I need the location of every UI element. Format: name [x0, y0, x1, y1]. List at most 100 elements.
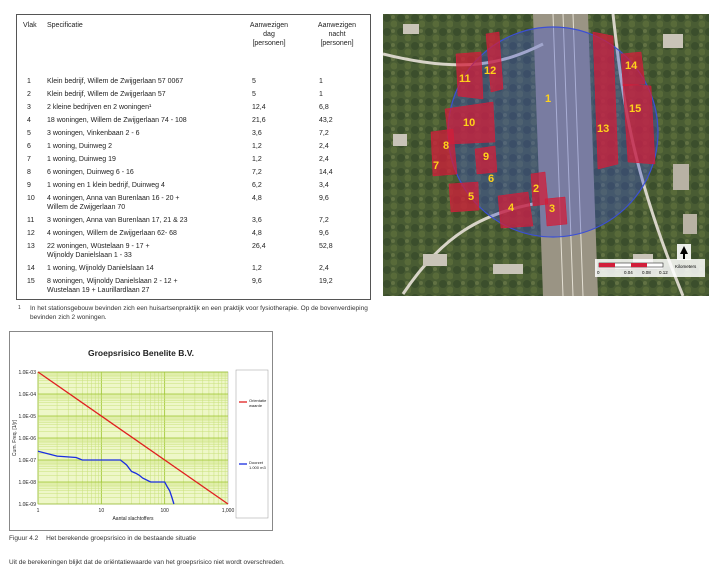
cell-specificatie-line: Wustelaan 19 + Laurillardlaan 27: [47, 287, 150, 294]
area-label-5: 5: [468, 191, 474, 203]
occupancy-table: Vlak Specificatie Aanwezigen dag [person…: [16, 14, 371, 300]
chart-canvas: 1 10 100 1,000 1.0E-03 1.0E-04 1.0E-05 1.0E-06 1…: [12, 348, 269, 522]
cell-nacht: 1: [319, 78, 323, 85]
cell-nacht: 9,6: [319, 230, 329, 237]
cell-specificatie: Klein bedrijf, Willem de Zwijgerlaan 57: [47, 90, 247, 99]
scale-tick-3: 0.12: [659, 270, 668, 275]
area-4: [497, 191, 534, 229]
y-tick-label: 1.0E-09: [18, 502, 36, 508]
cell-dag: 4,8: [252, 230, 262, 237]
cell-specificatie-line: 18 woningen, Willem de Zwijgerlaan 74 - …: [47, 117, 187, 124]
area-label-3: 3: [549, 203, 555, 215]
area-label-13: 13: [597, 123, 609, 135]
cell-specificatie-line: Willem de Zwijgerlaan 70: [47, 204, 126, 211]
table-row: 12 4 woningen, Willem de Zwijgerlaan 62- …: [17, 229, 370, 238]
cell-vlak: 10: [27, 195, 35, 202]
cell-specificatie-line: 3 woningen, Anna van Burenlaan 17, 21 & …: [47, 217, 188, 224]
scale-bar: 0 0.04 0.08 0.12 Kilometers: [595, 259, 705, 277]
scale-tick-1: 0.04: [624, 270, 633, 275]
cell-specificatie-line: 8 woningen, Wijnoldy Danielslaan 2 - 12 …: [47, 278, 178, 285]
area-label-14: 14: [625, 60, 638, 72]
cell-dag: 7,2: [252, 169, 262, 176]
table-row: 13 22 woningen, Wüstelaan 9 - 17 + Wijnold…: [17, 242, 370, 260]
cell-specificatie: 2 kleine bedrijven en 2 woningen¹: [47, 103, 247, 112]
scale-tick-2: 0.08: [642, 270, 651, 275]
table-row: 2 Klein bedrijf, Willem de Zwijgerlaan 57…: [17, 90, 370, 99]
cell-vlak: 13: [27, 243, 35, 250]
table-row: 6 1 woning, Duinweg 2 1,2 2,4: [17, 142, 370, 151]
legend-label-1b: 1.000 m3: [249, 465, 266, 470]
y-tick-label: 1.0E-04: [18, 392, 36, 398]
cell-specificatie: 3 woningen, Vinkenbaan 2 - 6: [47, 129, 247, 138]
cell-specificatie-line: 22 woningen, Wüstelaan 9 - 17 +: [47, 243, 150, 250]
figure-caption-text: Het berekende groepsrisico in de bestaan…: [46, 535, 197, 542]
cell-dag: 3,6: [252, 130, 262, 137]
cell-specificatie: 8 woningen, Wijnoldy Danielslaan 2 - 12 …: [47, 277, 247, 295]
table-row: 14 1 woning, Wijnoldy Danielslaan 14 1,2 2,…: [17, 264, 370, 273]
cell-specificatie: 22 woningen, Wüstelaan 9 - 17 + Wijnoldy …: [47, 242, 247, 260]
area-label-8: 8: [443, 140, 449, 152]
cell-specificatie-line: 1 woning, Wijnoldy Danielslaan 14: [47, 265, 154, 272]
cell-vlak: 9: [27, 182, 31, 189]
cell-vlak: 2: [27, 91, 31, 98]
cell-vlak: 7: [27, 156, 31, 163]
y-tick-label: 1.0E-03: [18, 370, 36, 376]
cell-specificatie: 4 woningen, Willem de Zwijgerlaan 62- 68: [47, 229, 247, 238]
figure-caption: Figuur 4.2 Het berekende groepsrisico in…: [9, 535, 196, 542]
scale-unit: Kilometers: [675, 264, 697, 269]
cell-dag: 12,4: [252, 104, 266, 111]
cell-specificatie-line: Klein bedrijf, Willem de Zwijgerlaan 57: [47, 91, 166, 98]
cell-specificatie-line: 2 kleine bedrijven en 2 woningen¹: [47, 104, 152, 111]
y-tick-label: 1.0E-07: [18, 458, 36, 464]
cell-nacht: 9,6: [319, 195, 329, 202]
area-14: [620, 51, 646, 87]
cell-dag: 1,2: [252, 156, 262, 163]
cell-vlak: 3: [27, 104, 31, 111]
table-row: 3 2 kleine bedrijven en 2 woningen¹ 12,4 6,…: [17, 103, 370, 112]
cell-specificatie-line: 3 woningen, Vinkenbaan 2 - 6: [47, 130, 140, 137]
cell-specificatie: 1 woning en 1 klein bedrijf, Duinweg 4: [47, 181, 247, 190]
area-15: [622, 83, 656, 165]
series-line-1: [37, 450, 175, 505]
cell-specificatie-line: 6 woningen, Duinweg 6 - 16: [47, 169, 134, 176]
area-label-7: 7: [433, 160, 439, 172]
cell-nacht: 2,4: [319, 143, 329, 150]
table-row: 11 3 woningen, Anna van Burenlaan 17, 21 …: [17, 216, 370, 225]
cell-vlak: 14: [27, 265, 35, 272]
y-tick-label: 1.0E-05: [18, 414, 36, 420]
cell-nacht: 14,4: [319, 169, 333, 176]
cell-nacht: 6,8: [319, 104, 329, 111]
footnote-number: 1: [18, 305, 21, 311]
aerial-map: 1 2 3 4 5 6 7 8 9 10 11 12 13 14 15 0: [383, 14, 709, 296]
cell-specificatie: Klein bedrijf, Willem de Zwijgerlaan 57 …: [47, 77, 247, 86]
north-arrow-icon: [677, 244, 691, 260]
legend-label-0b: waarde: [249, 403, 263, 408]
table-row: 10 4 woningen, Anna van Burenlaan 16 - 20…: [17, 194, 370, 212]
table-row: 15 8 woningen, Wijnoldy Danielslaan 2 - 1…: [17, 277, 370, 295]
figure-number: Figuur 4.2: [9, 535, 39, 542]
cell-dag: 9,6: [252, 278, 262, 285]
cell-specificatie: 1 woning, Duinweg 19: [47, 155, 247, 164]
header-specificatie: Specificatie: [47, 22, 83, 29]
group-risk-chart: 1 10 100 1,000 1.0E-03 1.0E-04 1.0E-05 1.0E-06 1…: [9, 331, 273, 531]
cell-nacht: 3,4: [319, 182, 329, 189]
cell-nacht: 2,4: [319, 265, 329, 272]
cell-specificatie-line: Klein bedrijf, Willem de Zwijgerlaan 57 …: [47, 78, 184, 85]
area-label-15: 15: [629, 103, 641, 115]
cell-specificatie-line: 1 woning en 1 klein bedrijf, Duinweg 4: [47, 182, 165, 189]
area-label-11: 11: [459, 73, 471, 85]
cell-specificatie-line: 1 woning, Duinweg 19: [47, 156, 116, 163]
cell-nacht: 7,2: [319, 217, 329, 224]
area-label-4: 4: [508, 202, 515, 214]
cell-nacht: 43,2: [319, 117, 333, 124]
area-8: [430, 128, 458, 177]
cell-vlak: 5: [27, 130, 31, 137]
cell-dag: 5: [252, 78, 256, 85]
table-row: 1 Klein bedrijf, Willem de Zwijgerlaan 57…: [17, 77, 370, 86]
cell-vlak: 6: [27, 143, 31, 150]
area-13: [592, 31, 619, 170]
area-9: [474, 145, 498, 175]
area-12: [485, 31, 504, 93]
legend-label-0: Orientatie: [249, 398, 267, 403]
cell-vlak: 1: [27, 78, 31, 85]
